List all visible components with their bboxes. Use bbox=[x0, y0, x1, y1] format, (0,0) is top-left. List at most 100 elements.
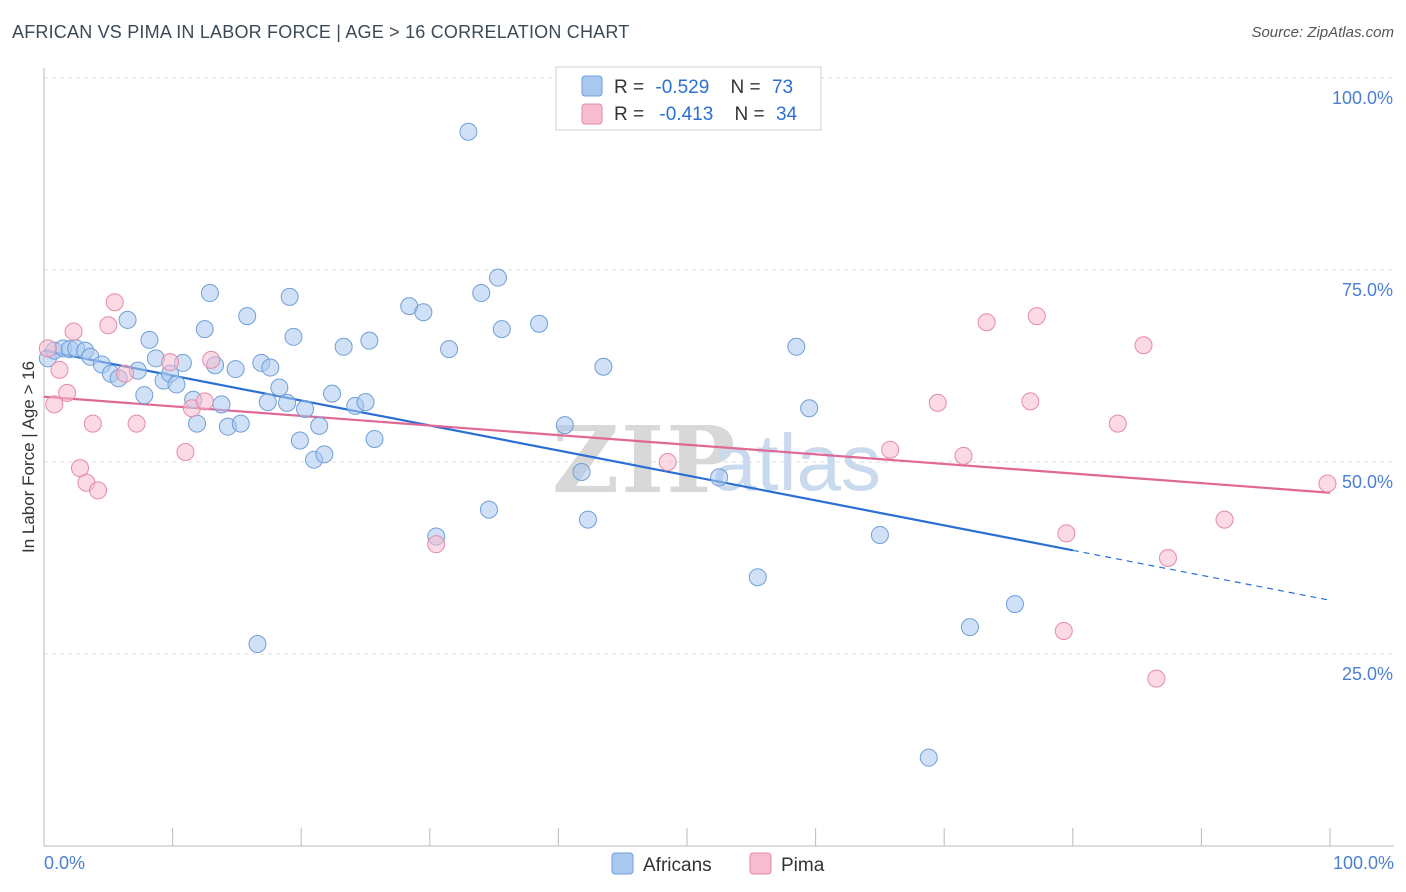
point-africans bbox=[200, 284, 219, 303]
point-africans bbox=[261, 358, 280, 377]
y-tick-label: 100.0% bbox=[1332, 88, 1393, 108]
point-africans bbox=[710, 468, 729, 487]
chart-source: Source: ZipAtlas.com bbox=[1251, 24, 1394, 41]
point-africans bbox=[226, 360, 245, 379]
point-africans bbox=[188, 414, 207, 433]
point-africans bbox=[488, 268, 507, 287]
point-africans bbox=[238, 307, 257, 326]
stats-r-value-africans: -0.529 bbox=[655, 77, 709, 98]
point-africans bbox=[578, 510, 597, 529]
point-africans bbox=[135, 386, 154, 405]
point-pima bbox=[954, 446, 973, 465]
point-africans bbox=[572, 462, 591, 481]
stats-legend: R = -0.529 N = 73 R = -0.413 N = 34 bbox=[555, 66, 822, 131]
point-pima bbox=[928, 393, 947, 412]
grid-lines bbox=[44, 77, 1394, 655]
point-pima bbox=[1054, 621, 1073, 640]
point-africans bbox=[530, 314, 549, 333]
point-africans bbox=[284, 327, 303, 346]
point-africans bbox=[248, 635, 267, 654]
point-africans bbox=[459, 122, 478, 141]
svg-text:R = -0.413 N =: R = -0.413 N = 34 bbox=[614, 104, 798, 125]
legend-label-africans: Africans bbox=[643, 855, 712, 876]
point-pima bbox=[161, 353, 180, 372]
stats-n-value-africans: 73 bbox=[772, 77, 793, 98]
point-pima bbox=[427, 535, 446, 554]
legend-swatch-pima bbox=[749, 852, 772, 875]
point-africans bbox=[960, 618, 979, 637]
point-pima bbox=[658, 453, 677, 471]
y-tick-label: 50.0% bbox=[1342, 472, 1393, 492]
point-pima bbox=[1108, 414, 1127, 433]
point-pima bbox=[1215, 510, 1234, 529]
point-africans bbox=[748, 568, 767, 587]
point-pima bbox=[127, 414, 146, 433]
stats-n-value-pima: 34 bbox=[776, 104, 798, 125]
point-africans bbox=[555, 416, 574, 435]
point-africans bbox=[167, 375, 186, 394]
point-pima bbox=[38, 339, 57, 358]
point-africans bbox=[800, 399, 819, 418]
point-pima bbox=[105, 293, 124, 312]
data-points bbox=[38, 122, 1337, 767]
point-africans bbox=[414, 303, 433, 322]
point-africans bbox=[280, 287, 299, 306]
point-pima bbox=[1147, 669, 1166, 688]
stats-r-value-pima: -0.413 bbox=[659, 104, 713, 125]
point-africans bbox=[365, 429, 384, 448]
watermark: ZIP atlas bbox=[552, 406, 881, 514]
stats-n-label-africans: N = bbox=[731, 77, 761, 98]
point-africans bbox=[278, 393, 297, 412]
point-africans bbox=[594, 357, 613, 376]
stats-r-label-africans: R = bbox=[614, 77, 644, 98]
point-africans bbox=[360, 331, 379, 350]
point-pima bbox=[1057, 524, 1076, 543]
point-pima bbox=[195, 392, 214, 411]
bottom-legend: Africans Pima bbox=[611, 852, 825, 876]
point-pima bbox=[202, 350, 221, 369]
point-africans bbox=[334, 337, 353, 356]
point-africans bbox=[231, 414, 250, 433]
point-africans bbox=[870, 525, 889, 544]
watermark-atlas: atlas bbox=[712, 418, 881, 507]
point-pima bbox=[116, 364, 135, 383]
point-africans bbox=[140, 330, 159, 349]
stats-n-label-pima: N = bbox=[735, 104, 765, 125]
point-africans bbox=[440, 340, 459, 359]
trend-line-africans bbox=[43, 349, 1074, 552]
point-pima bbox=[50, 360, 69, 379]
point-pima bbox=[64, 322, 83, 341]
y-axis-label: In Labor Force | Age > 16 bbox=[19, 361, 38, 553]
trend-lines bbox=[43, 349, 1331, 601]
point-africans bbox=[315, 445, 334, 464]
point-africans bbox=[195, 320, 214, 339]
point-africans bbox=[787, 337, 806, 356]
point-africans bbox=[492, 320, 511, 339]
point-africans bbox=[310, 416, 329, 435]
point-pima bbox=[89, 481, 108, 500]
chart-title: AFRICAN VS PIMA IN LABOR FORCE | AGE > 1… bbox=[12, 22, 630, 42]
x-tick-label-right: 100.0% bbox=[1333, 853, 1394, 873]
point-pima bbox=[1134, 336, 1153, 355]
point-africans bbox=[919, 748, 938, 767]
point-pima bbox=[1021, 392, 1040, 411]
point-pima bbox=[977, 313, 996, 332]
x-ticks bbox=[43, 828, 1331, 846]
trend-line-pima bbox=[43, 395, 1331, 494]
point-pima bbox=[99, 316, 118, 335]
point-pima bbox=[1158, 549, 1177, 567]
y-tick-label: 75.0% bbox=[1342, 280, 1393, 300]
legend-label-pima: Pima bbox=[781, 855, 825, 876]
watermark-zip: ZIP bbox=[552, 406, 737, 514]
point-pima bbox=[83, 414, 102, 433]
point-africans bbox=[212, 395, 231, 414]
point-pima bbox=[58, 383, 77, 402]
point-africans bbox=[1005, 595, 1024, 614]
point-pima bbox=[881, 440, 900, 459]
point-pima bbox=[176, 443, 195, 462]
y-tick-label: 25.0% bbox=[1342, 664, 1393, 684]
point-pima bbox=[1318, 474, 1337, 493]
y-tick-labels: 100.0% 75.0% 50.0% 25.0% bbox=[1332, 88, 1393, 684]
axes bbox=[43, 68, 1394, 847]
